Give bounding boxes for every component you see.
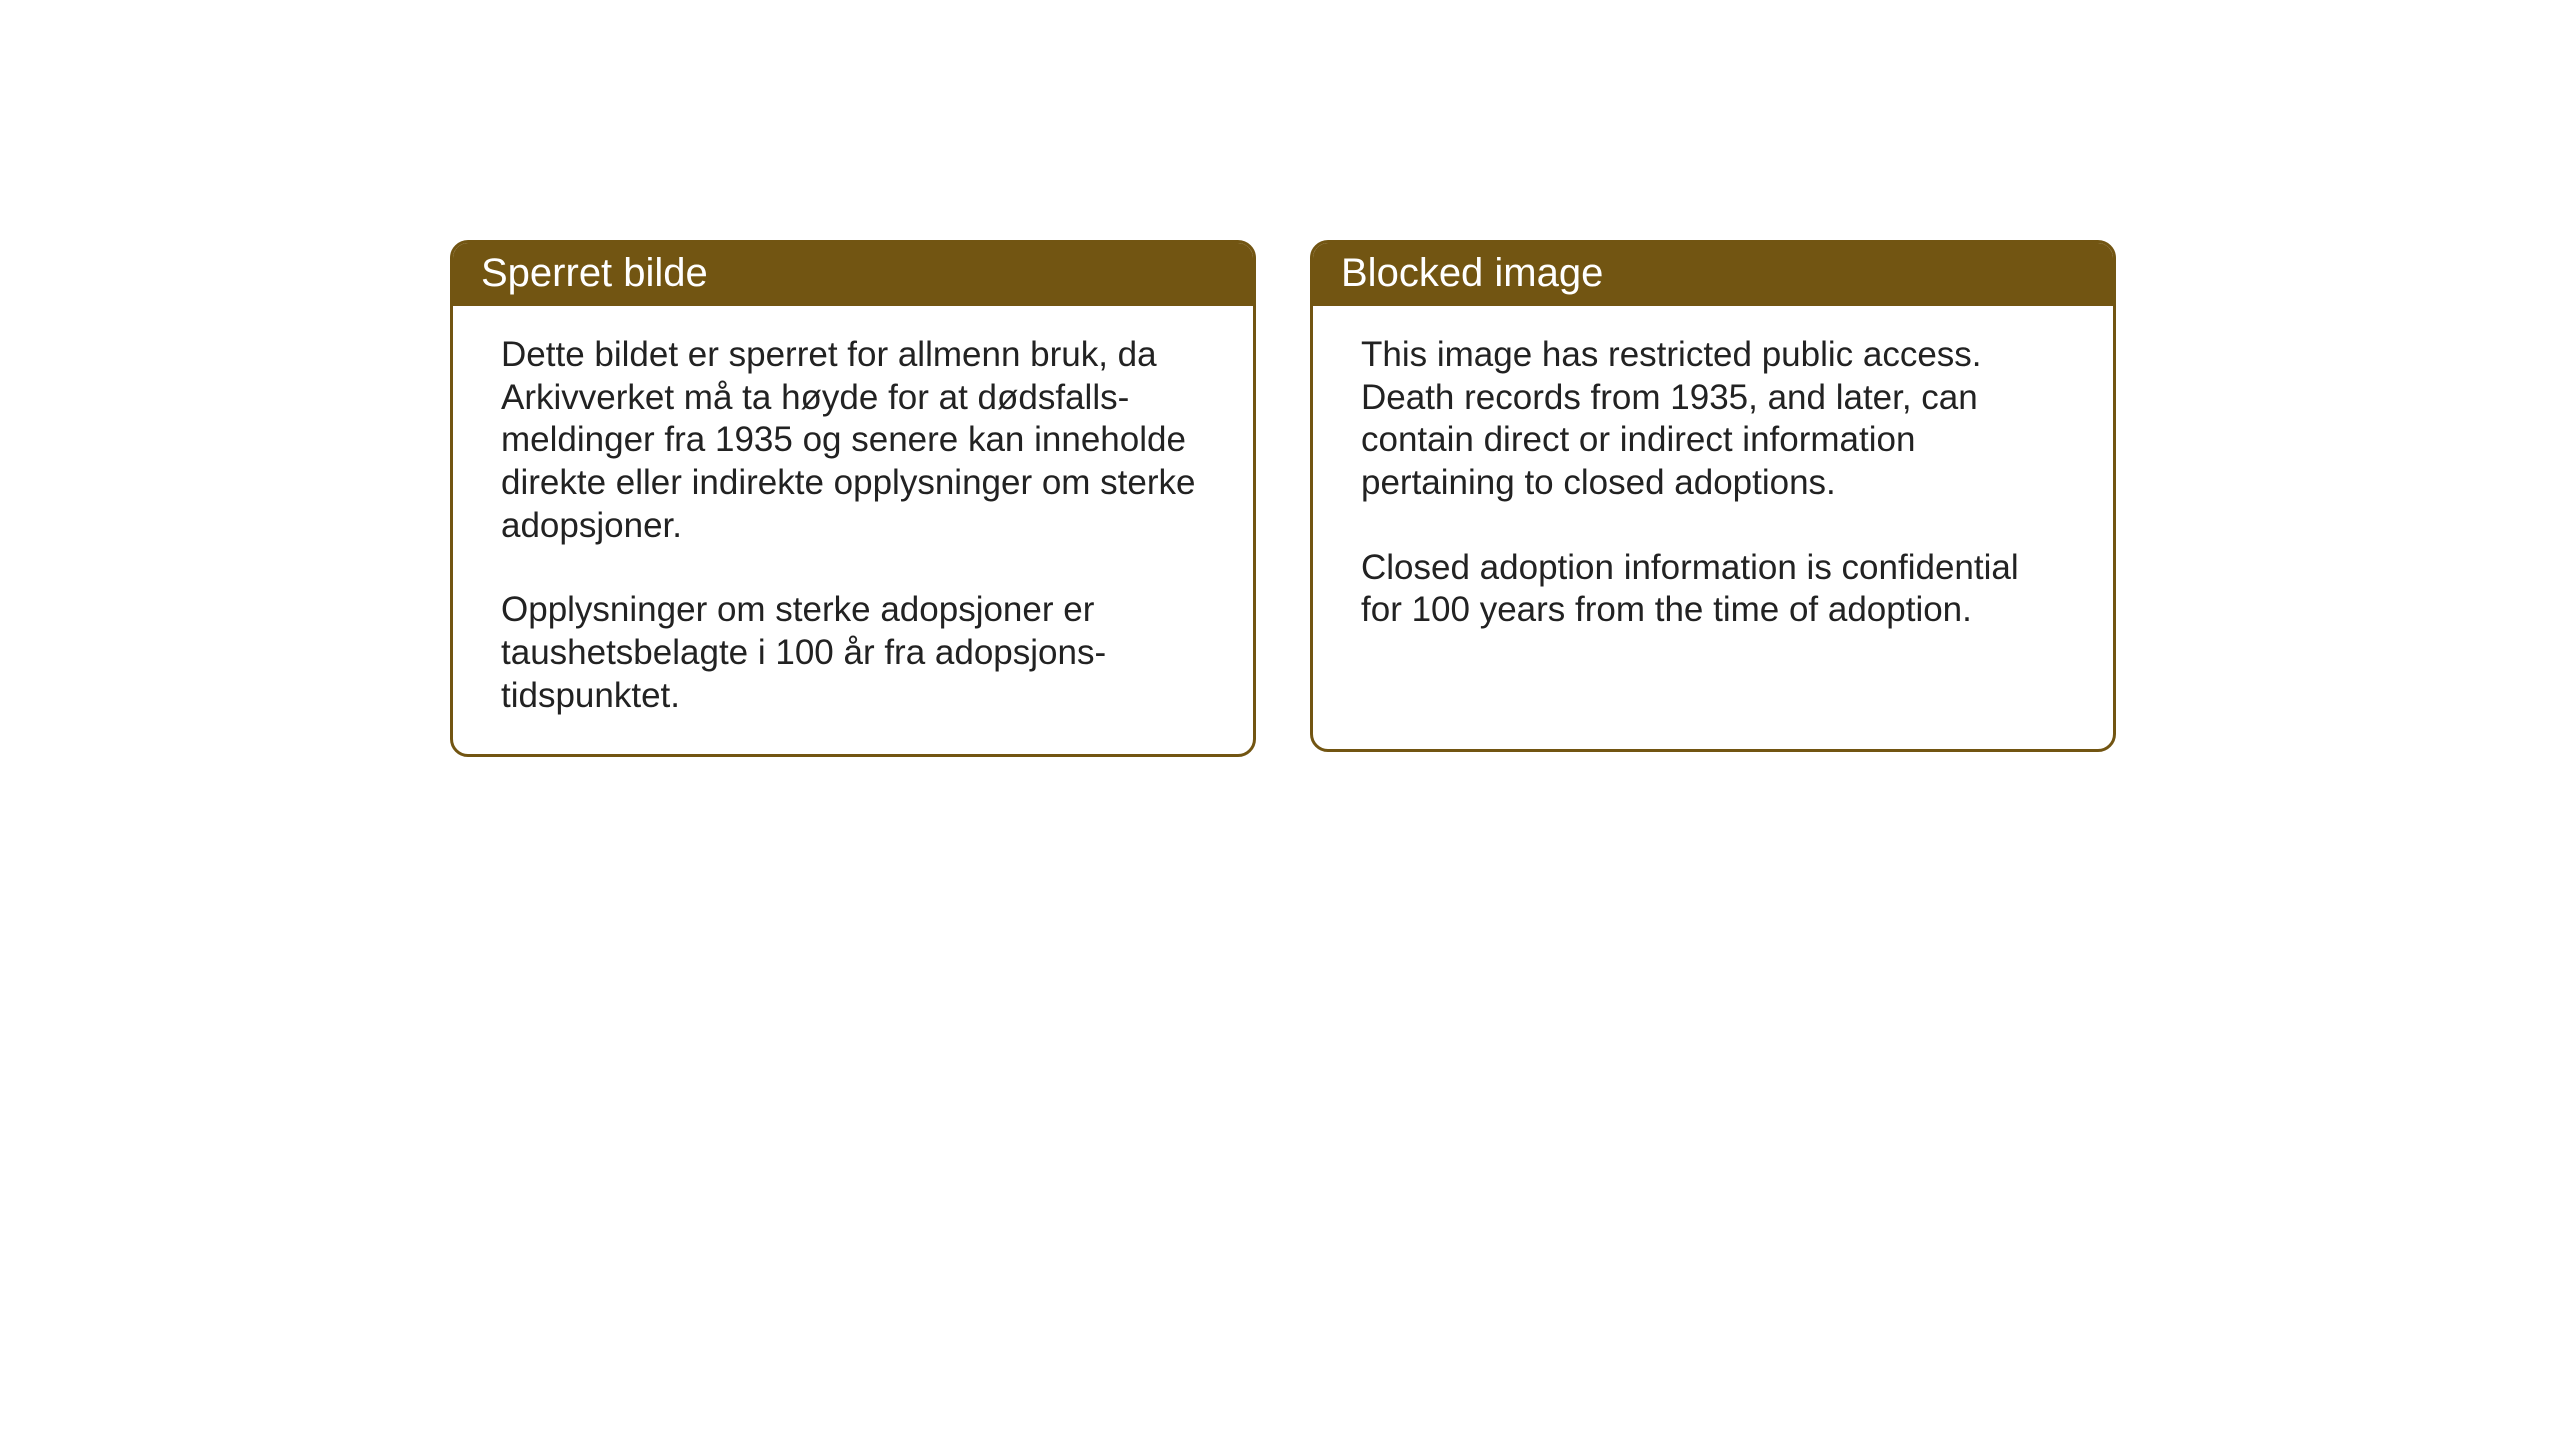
card-title-english: Blocked image: [1341, 251, 1603, 295]
card-header-norwegian: Sperret bilde: [453, 243, 1253, 306]
card-norwegian: Sperret bilde Dette bildet er sperret fo…: [450, 240, 1256, 757]
paragraph-1-norwegian: Dette bildet er sperret for allmenn bruk…: [501, 334, 1209, 547]
paragraph-2-norwegian: Opplysninger om sterke adopsjoner er tau…: [501, 589, 1209, 717]
card-english: Blocked image This image has restricted …: [1310, 240, 2116, 752]
cards-container: Sperret bilde Dette bildet er sperret fo…: [450, 240, 2116, 757]
card-body-english: This image has restricted public access.…: [1313, 306, 2113, 668]
paragraph-2-english: Closed adoption information is confident…: [1361, 547, 2069, 632]
card-header-english: Blocked image: [1313, 243, 2113, 306]
card-title-norwegian: Sperret bilde: [481, 251, 708, 295]
card-body-norwegian: Dette bildet er sperret for allmenn bruk…: [453, 306, 1253, 754]
paragraph-1-english: This image has restricted public access.…: [1361, 334, 2069, 505]
